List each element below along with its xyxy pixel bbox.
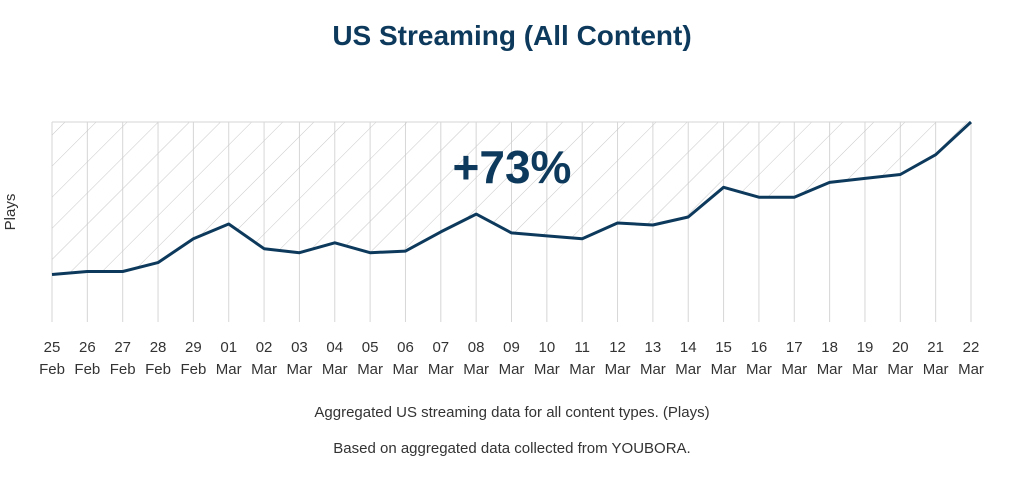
x-tick-day: 20 bbox=[892, 339, 909, 356]
x-tick-day: 19 bbox=[857, 339, 874, 356]
x-tick-month: Mar bbox=[216, 361, 242, 378]
x-tick-day: 21 bbox=[927, 339, 944, 356]
x-tick-day: 15 bbox=[715, 339, 732, 356]
x-tick-month: Feb bbox=[180, 361, 206, 378]
hatched-area-above-line bbox=[52, 122, 971, 275]
x-axis-tick-labels: 25 Feb 26 Feb 27 Feb 28 Feb 29 Feb 01 Mar 02 Mar 03 Mar… bbox=[39, 339, 984, 378]
x-tick-month: Mar bbox=[923, 361, 949, 378]
x-tick-month: Mar bbox=[817, 361, 843, 378]
caption-data-source: Based on aggregated data collected from … bbox=[333, 440, 691, 457]
x-tick-month: Feb bbox=[145, 361, 171, 378]
x-tick-day: 27 bbox=[114, 339, 131, 356]
series-line bbox=[51, 120, 973, 276]
x-tick-month: Mar bbox=[781, 361, 807, 378]
x-tick-month: Mar bbox=[605, 361, 631, 378]
x-tick-day: 03 bbox=[291, 339, 308, 356]
x-tick-month: Mar bbox=[569, 361, 595, 378]
x-tick-day: 05 bbox=[362, 339, 379, 356]
x-tick-month: Mar bbox=[958, 361, 984, 378]
line-chart: 25 Feb 26 Feb 27 Feb 28 Feb 29 Feb 01 Mar 02 Mar 03 Mar… bbox=[2, 120, 984, 378]
growth-annotation: +73% bbox=[453, 141, 572, 193]
x-tick-day: 13 bbox=[645, 339, 662, 356]
caption-data-description: Aggregated US streaming data for all con… bbox=[314, 404, 710, 421]
x-tick-month: Mar bbox=[463, 361, 489, 378]
x-tick-month: Mar bbox=[499, 361, 525, 378]
x-tick-month: Mar bbox=[711, 361, 737, 378]
chart-title: US Streaming (All Content) bbox=[332, 20, 692, 51]
x-tick-month: Mar bbox=[251, 361, 277, 378]
x-tick-day: 16 bbox=[751, 339, 768, 356]
x-tick-day: 06 bbox=[397, 339, 414, 356]
x-tick-month: Mar bbox=[675, 361, 701, 378]
x-tick-day: 22 bbox=[963, 339, 980, 356]
x-tick-day: 12 bbox=[609, 339, 626, 356]
x-tick-month: Mar bbox=[357, 361, 383, 378]
x-tick-day: 11 bbox=[574, 339, 590, 356]
x-tick-month: Mar bbox=[852, 361, 878, 378]
x-tick-month: Mar bbox=[287, 361, 313, 378]
x-tick-day: 01 bbox=[220, 339, 237, 356]
y-axis-label: Plays bbox=[2, 194, 19, 231]
x-tick-day: 17 bbox=[786, 339, 803, 356]
x-tick-month: Feb bbox=[39, 361, 65, 378]
x-tick-day: 09 bbox=[503, 339, 520, 356]
x-tick-day: 26 bbox=[79, 339, 96, 356]
x-tick-day: 18 bbox=[821, 339, 838, 356]
x-tick-month: Mar bbox=[322, 361, 348, 378]
x-tick-month: Mar bbox=[393, 361, 419, 378]
x-tick-day: 08 bbox=[468, 339, 485, 356]
x-tick-day: 07 bbox=[432, 339, 449, 356]
x-tick-month: Mar bbox=[428, 361, 454, 378]
x-tick-month: Feb bbox=[74, 361, 100, 378]
x-tick-day: 28 bbox=[150, 339, 167, 356]
x-tick-month: Mar bbox=[534, 361, 560, 378]
x-tick-month: Mar bbox=[887, 361, 913, 378]
x-tick-day: 14 bbox=[680, 339, 697, 356]
x-tick-day: 25 bbox=[44, 339, 61, 356]
x-tick-month: Mar bbox=[640, 361, 666, 378]
x-tick-day: 29 bbox=[185, 339, 202, 356]
x-tick-day: 02 bbox=[256, 339, 273, 356]
x-tick-day: 04 bbox=[326, 339, 343, 356]
x-tick-month: Mar bbox=[746, 361, 772, 378]
x-tick-month: Feb bbox=[110, 361, 136, 378]
x-tick-day: 10 bbox=[539, 339, 556, 356]
